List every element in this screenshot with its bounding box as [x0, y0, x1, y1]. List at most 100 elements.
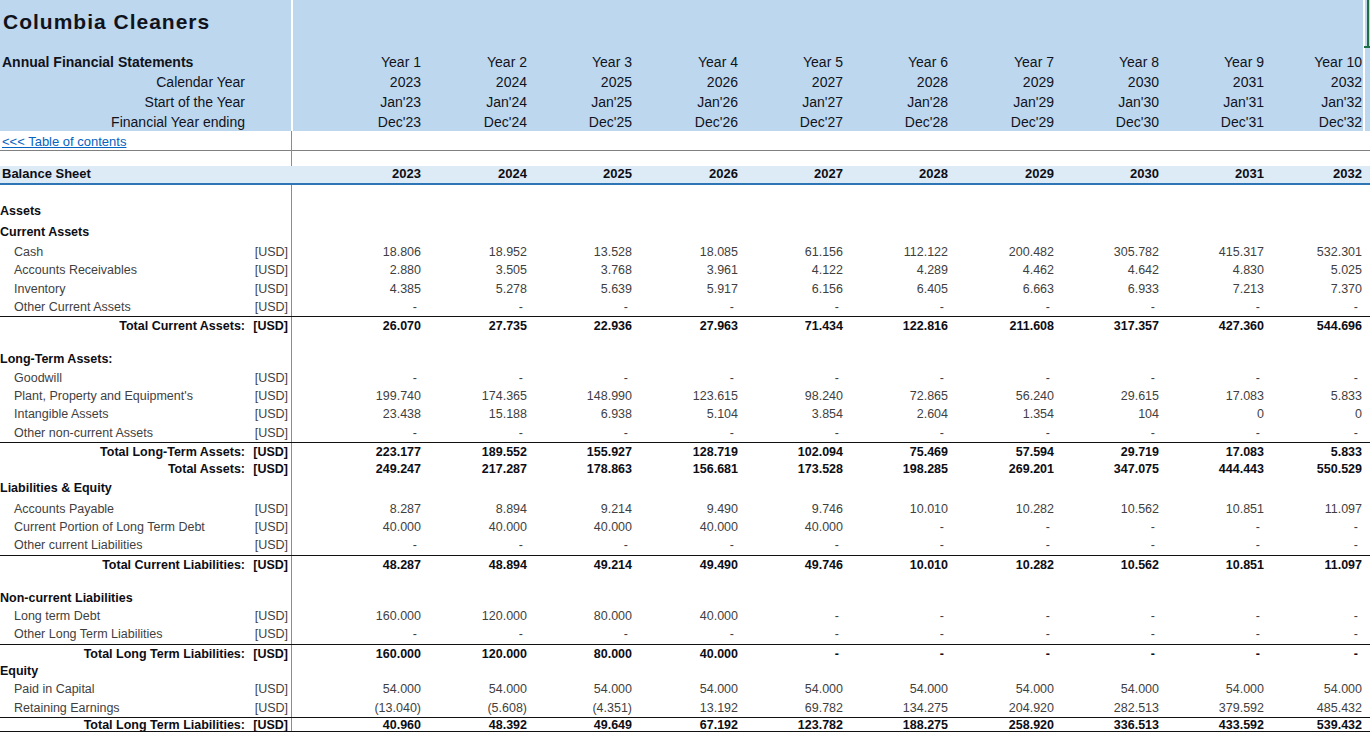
table-row-plant-property-and-equipment-s: Plant, Property and Equipment's[USD]199.…	[0, 387, 1370, 405]
value-year-9: 427.360	[1163, 317, 1268, 334]
value-year-7: 6.663	[952, 280, 1058, 298]
value-year-8: -	[1058, 625, 1163, 643]
value-year-6: 188.275	[847, 718, 952, 732]
bs-year-year-5: 2027	[742, 166, 847, 183]
value-year-6: 4.289	[847, 261, 952, 279]
unit-label: [USD]	[245, 298, 288, 316]
value-year-2: 27.735	[425, 317, 531, 334]
value-year-3: -	[531, 369, 636, 387]
table-row-equity: Equity	[0, 662, 1370, 680]
value-year-4: 67.192	[636, 718, 742, 732]
bs-year-year-2: 2024	[425, 166, 531, 183]
value-year-9: 7.213	[1163, 280, 1268, 298]
value-year-9: -	[1163, 424, 1268, 442]
table-row-total-current-liabilities: Total Current Liabilities:[USD]48.28748.…	[0, 555, 1370, 573]
value-year-3: 148.990	[531, 387, 636, 405]
pane-split-gridline-top	[291, 0, 293, 131]
value-year-7: 1.354	[952, 405, 1058, 423]
header-row-2-year-5: Dec'27	[742, 112, 847, 132]
table-row-current-assets: Current Assets	[0, 223, 1370, 243]
value-year-10: 0	[1268, 405, 1366, 423]
value-year-7: -	[952, 369, 1058, 387]
value-year-7: 57.594	[952, 443, 1058, 460]
value-year-10: 544.696	[1268, 317, 1366, 334]
value-year-2: -	[425, 369, 531, 387]
value-year-3: -	[531, 625, 636, 643]
value-year-7: 269.201	[952, 460, 1058, 478]
balance-sheet-header-row: Balance Sheet 20232024202520262027202820…	[0, 166, 1370, 185]
selection-border-vertical	[1367, 0, 1369, 48]
value-year-1: 18.806	[291, 243, 425, 261]
selection-border-corner	[1364, 46, 1370, 48]
row-label: Cash	[0, 243, 245, 261]
value-year-9: 10.851	[1163, 500, 1268, 518]
table-of-contents-link[interactable]: <<< Table of contents	[2, 134, 126, 149]
table-row-liabilities-equity: Liabilities & Equity	[0, 479, 1370, 500]
value-year-7: 200.482	[952, 243, 1058, 261]
value-year-2: (5.608)	[425, 699, 531, 717]
value-year-7: 211.608	[952, 317, 1058, 334]
value-year-10: 485.432	[1268, 699, 1366, 717]
header-row-0-year-10: 2032	[1268, 72, 1366, 92]
unit-label: [USD]	[245, 699, 288, 717]
header-row-1-year-1: Jan'23	[291, 92, 425, 112]
value-year-3: (4.351)	[531, 699, 636, 717]
value-year-1: -	[291, 424, 425, 442]
value-year-5: 61.156	[742, 243, 847, 261]
right-gridline-top	[1363, 0, 1365, 131]
value-year-4: 18.085	[636, 243, 742, 261]
value-year-4: -	[636, 625, 742, 643]
year-header-year-6: Year 6	[847, 52, 952, 72]
value-year-8: 104	[1058, 405, 1163, 423]
table-row-other-non-current-assets: Other non-current Assets[USD]----------	[0, 424, 1370, 442]
value-year-2: 5.278	[425, 280, 531, 298]
row-label: Total Current Liabilities:	[0, 556, 245, 573]
value-year-3: 13.528	[531, 243, 636, 261]
value-year-4: 13.192	[636, 699, 742, 717]
row-label: Inventory	[0, 280, 245, 298]
value-year-4: 9.490	[636, 500, 742, 518]
value-year-7: -	[952, 625, 1058, 643]
unit-label: [USD]	[245, 556, 288, 573]
header-row-1-year-2: Jan'24	[425, 92, 531, 112]
value-year-5: -	[742, 536, 847, 554]
value-year-3: 6.938	[531, 405, 636, 423]
value-year-6: 10.010	[847, 500, 952, 518]
value-year-3: 178.863	[531, 460, 636, 478]
year-header-year-1: Year 1	[291, 52, 425, 72]
unit-label: [USD]	[245, 718, 288, 732]
value-year-1: 249.247	[291, 460, 425, 478]
value-year-6: -	[847, 298, 952, 316]
table-row-assets: Assets	[0, 202, 1370, 223]
table-row-total-long-term-liabilities: Total Long Term Liabilities:[USD]40.9604…	[0, 717, 1370, 732]
value-year-3: 80.000	[531, 607, 636, 625]
value-year-10: 5.025	[1268, 261, 1366, 279]
value-year-5: -	[742, 424, 847, 442]
bs-year-year-4: 2026	[636, 166, 742, 183]
value-year-10: 11.097	[1268, 556, 1366, 573]
value-year-6: 112.122	[847, 243, 952, 261]
value-year-10: 7.370	[1268, 280, 1366, 298]
header-row-2-year-6: Dec'28	[847, 112, 952, 132]
value-year-1: 40.000	[291, 518, 425, 536]
value-year-5: 102.094	[742, 443, 847, 460]
value-year-3: 80.000	[531, 645, 636, 662]
value-year-1: -	[291, 536, 425, 554]
row-label: Total Long-Term Assets:	[0, 443, 245, 460]
header-row-1-year-4: Jan'26	[636, 92, 742, 112]
value-year-1: (13.040)	[291, 699, 425, 717]
value-year-8: 317.357	[1058, 317, 1163, 334]
bs-year-year-10: 2032	[1268, 166, 1366, 183]
header-row-0-year-6: 2028	[847, 72, 952, 92]
value-year-6: -	[847, 536, 952, 554]
value-year-9: -	[1163, 518, 1268, 536]
toc-row: <<< Table of contents	[0, 131, 1370, 151]
table-row-non-current-liabilities: Non-current Liabilities	[0, 589, 1370, 607]
value-year-1: -	[291, 298, 425, 316]
row-label: Current Assets	[0, 223, 89, 243]
row-label: Goodwill	[0, 369, 245, 387]
unit-label: [USD]	[245, 243, 288, 261]
value-year-8: 29.719	[1058, 443, 1163, 460]
value-year-1: 54.000	[291, 680, 425, 698]
bs-year-year-8: 2030	[1058, 166, 1163, 183]
